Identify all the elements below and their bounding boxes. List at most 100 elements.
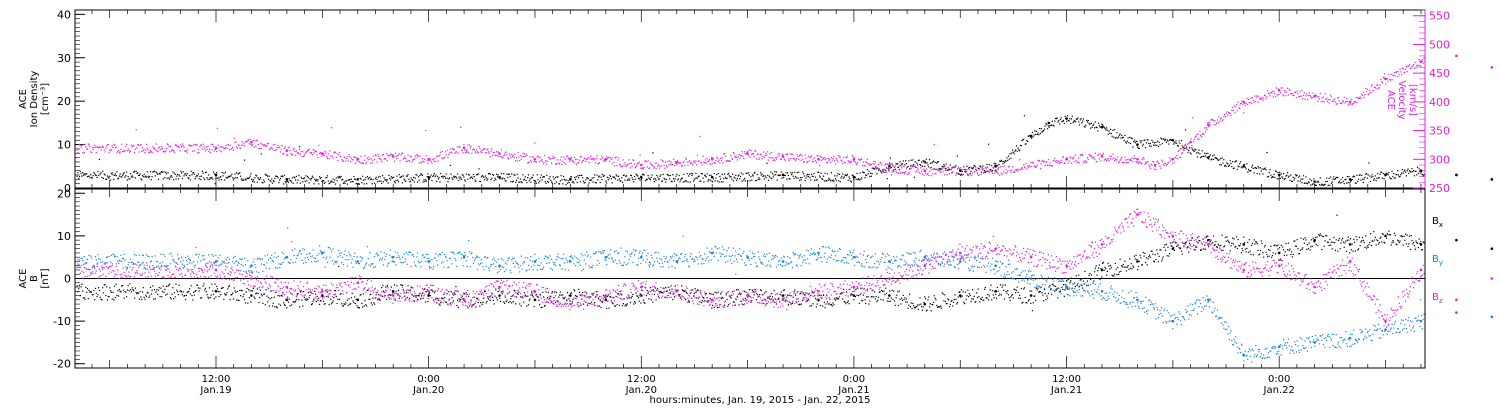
scatter-dot — [296, 293, 298, 295]
scatter-dot — [429, 295, 431, 297]
scatter-dot — [714, 180, 716, 182]
scatter-dot — [993, 162, 995, 164]
scatter-dot — [704, 175, 707, 177]
scatter-dot — [310, 152, 312, 154]
scatter-dot — [247, 289, 250, 291]
scatter-dot — [101, 299, 103, 301]
scatter-dot — [1411, 167, 1413, 170]
scatter-dot — [577, 301, 579, 304]
scatter-dot — [760, 154, 762, 156]
scatter-dot — [357, 183, 359, 185]
scatter-dot — [173, 297, 175, 300]
scatter-dot — [977, 167, 979, 169]
scatter-dot — [1014, 289, 1016, 291]
scatter-dot — [1105, 158, 1107, 160]
scatter-dot — [456, 177, 458, 179]
scatter-dot — [395, 290, 397, 292]
scatter-dot — [596, 174, 598, 176]
scatter-dot — [146, 171, 148, 173]
scatter-dot — [358, 183, 360, 185]
scatter-dot — [483, 297, 485, 299]
scatter-dot — [102, 287, 104, 289]
scatter-dot — [225, 144, 227, 147]
scatter-dot — [1278, 93, 1280, 96]
scatter-dot — [1322, 184, 1325, 187]
scatter-dot — [263, 293, 266, 295]
scatter-dot — [826, 180, 828, 182]
scatter-dot — [1117, 137, 1119, 139]
scatter-dot — [773, 289, 775, 292]
scatter-dot — [448, 291, 450, 293]
scatter-dot — [629, 179, 631, 181]
scatter-dot — [156, 150, 158, 152]
scatter-dot — [565, 163, 567, 165]
scatter-dot — [511, 295, 514, 297]
data-point — [1136, 143, 1139, 146]
scatter-dot — [345, 160, 347, 162]
scatter-dot — [998, 166, 1000, 168]
scatter-dot — [636, 164, 638, 166]
scatter-dot — [1151, 139, 1153, 141]
scatter-dot — [968, 168, 971, 171]
scatter-dot — [927, 164, 929, 166]
scatter-dot — [611, 302, 613, 304]
scatter-dot — [1053, 285, 1055, 287]
scatter-dot — [301, 177, 303, 180]
scatter-dot — [721, 296, 723, 299]
scatter-dot — [1127, 161, 1129, 164]
scatter-dot — [439, 181, 441, 183]
scatter-dot — [467, 144, 469, 146]
scatter-dot — [980, 298, 982, 300]
scatter-dot — [257, 143, 259, 146]
scatter-dot — [917, 167, 919, 169]
scatter-dot — [507, 157, 509, 159]
scatter-dot — [118, 152, 121, 154]
scatter-dot — [193, 294, 195, 296]
scatter-dot — [398, 153, 400, 155]
scatter-dot — [585, 179, 587, 181]
scatter-dot — [1176, 144, 1179, 147]
scatter-dot — [537, 296, 539, 298]
scatter-dot — [1337, 177, 1339, 179]
scatter-dot — [336, 302, 338, 305]
scatter-dot — [173, 150, 175, 152]
scatter-dot — [248, 177, 250, 179]
scatter-dot — [1051, 283, 1053, 286]
data-point — [214, 146, 218, 150]
scatter-dot — [543, 154, 546, 157]
left-tick-label: 40 — [57, 8, 71, 21]
scatter-dot — [996, 286, 998, 289]
scatter-dot — [601, 178, 603, 181]
scatter-dot — [1132, 161, 1134, 163]
scatter-dot — [688, 160, 691, 162]
scatter-dot — [421, 162, 423, 164]
scatter-dot — [1243, 164, 1246, 166]
scatter-dot — [829, 158, 831, 161]
scatter-dot — [314, 178, 316, 180]
scatter-dot — [1064, 289, 1066, 291]
scatter-dot — [366, 157, 368, 159]
scatter-dot — [1028, 164, 1030, 167]
scatter-dot — [821, 156, 823, 158]
scatter-dot — [706, 173, 708, 175]
scatter-dot — [274, 177, 276, 180]
scatter-dot — [1297, 180, 1299, 182]
scatter-dot — [401, 284, 404, 287]
scatter-dot — [354, 296, 356, 298]
scatter-dot — [850, 160, 853, 162]
scatter-dot — [199, 287, 201, 289]
scatter-dot — [99, 296, 101, 298]
scatter-dot — [216, 172, 218, 174]
scatter-dot — [484, 152, 487, 154]
scatter-dot — [1287, 176, 1289, 178]
scatter-dot — [653, 180, 656, 183]
scatter-dot — [114, 144, 116, 146]
scatter-dot — [629, 167, 632, 169]
scatter-dot — [1136, 258, 1138, 261]
scatter-dot — [1330, 176, 1332, 178]
scatter-dot — [772, 176, 774, 178]
scatter-dot — [1027, 165, 1029, 167]
scatter-dot — [369, 176, 371, 178]
scatter-dot — [1295, 175, 1297, 177]
scatter-dot — [872, 163, 874, 165]
